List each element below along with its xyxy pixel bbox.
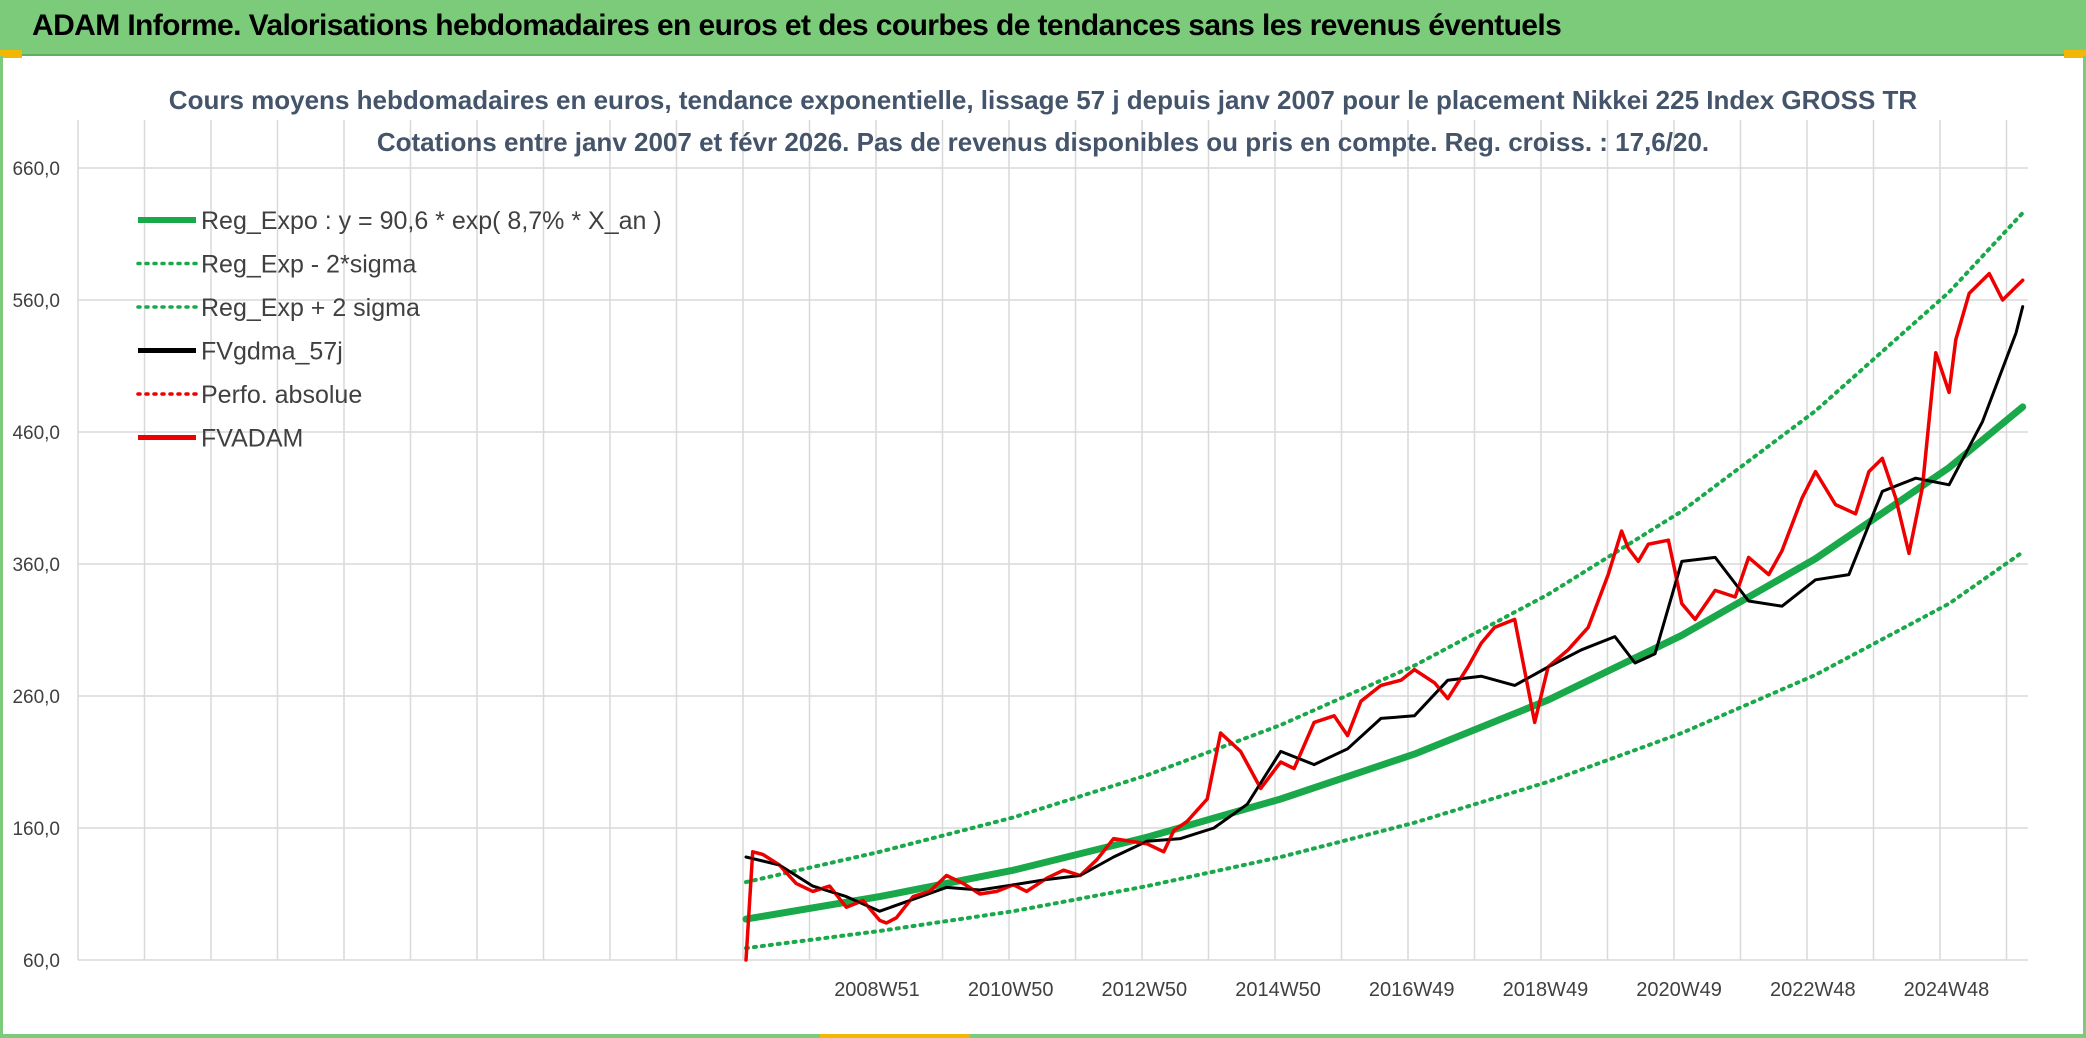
x-tick-label: 2016W49: [1369, 979, 1455, 1001]
horizontal-gridlines: [78, 167, 2028, 961]
bottom-accent-bar: [820, 1034, 970, 1038]
trend-chart: 60,0 160,0 260,0 360,0 460,0 560,0 660,0 2008W…: [12, 85, 2028, 1001]
legend-label: FVADAM: [201, 425, 303, 453]
y-tick-label: 360,0: [12, 555, 60, 576]
y-tick-label: 60,0: [23, 951, 60, 972]
y-tick-label: 260,0: [12, 687, 60, 708]
legend-label: Reg_Exp - 2*sigma: [201, 251, 416, 279]
frame-border-left: [0, 56, 3, 1038]
report-title: ADAM Informe. Valorisations hebdomadaire…: [32, 9, 1562, 42]
series-line-1: [744, 550, 2025, 951]
x-tick-label: 2014W50: [1235, 979, 1321, 1001]
x-tick-label: 2012W50: [1102, 979, 1188, 1001]
y-tick-label: 460,0: [12, 423, 60, 444]
series-line-0: [742, 403, 2027, 923]
x-tick-label: 2024W48: [1904, 979, 1990, 1001]
x-tick-label: 2020W49: [1636, 979, 1722, 1001]
series-line-5: [744, 271, 2025, 962]
frame-border-bottom: [0, 1034, 2086, 1038]
x-tick-label: 2010W50: [968, 979, 1054, 1001]
chart-legend: Reg_Expo : y = 90,6 * exp( 8,7% * X_an )…: [136, 207, 662, 453]
report-header: ADAM Informe. Valorisations hebdomadaire…: [0, 0, 2086, 56]
frame-border-right: [2083, 56, 2086, 1038]
legend-label: Perfo. absolue: [201, 381, 362, 409]
legend-label: Reg_Exp + 2 sigma: [201, 294, 420, 322]
y-axis-ticks: 60,0 160,0 260,0 360,0 460,0 560,0 660,0: [12, 159, 60, 972]
series-line-gdma-overlay: [745, 306, 2024, 913]
x-axis-ticks: 2008W51 2010W50 2012W50 2014W50 2016W49 2018W…: [834, 979, 1989, 1001]
legend-label: FVgdma_57j: [201, 338, 343, 366]
y-tick-label: 660,0: [12, 159, 60, 180]
chart-subtitle: Cotations entre janv 2007 et févr 2026. …: [377, 127, 1709, 157]
x-tick-label: 2022W48: [1770, 979, 1856, 1001]
corner-accent-right: [2064, 50, 2086, 58]
corner-accent-left: [0, 50, 22, 58]
series-line-2: [744, 210, 2025, 885]
legend-label: Reg_Expo : y = 90,6 * exp( 8,7% * X_an ): [201, 207, 662, 235]
y-tick-label: 560,0: [12, 291, 60, 312]
series-layer: [742, 210, 2027, 962]
x-tick-label: 2008W51: [834, 979, 920, 1001]
y-tick-label: 160,0: [12, 819, 60, 840]
vertical-gridlines: [77, 120, 2008, 960]
chart-title: Cours moyens hebdomadaires en euros, ten…: [169, 85, 1918, 115]
x-tick-label: 2018W49: [1503, 979, 1589, 1001]
